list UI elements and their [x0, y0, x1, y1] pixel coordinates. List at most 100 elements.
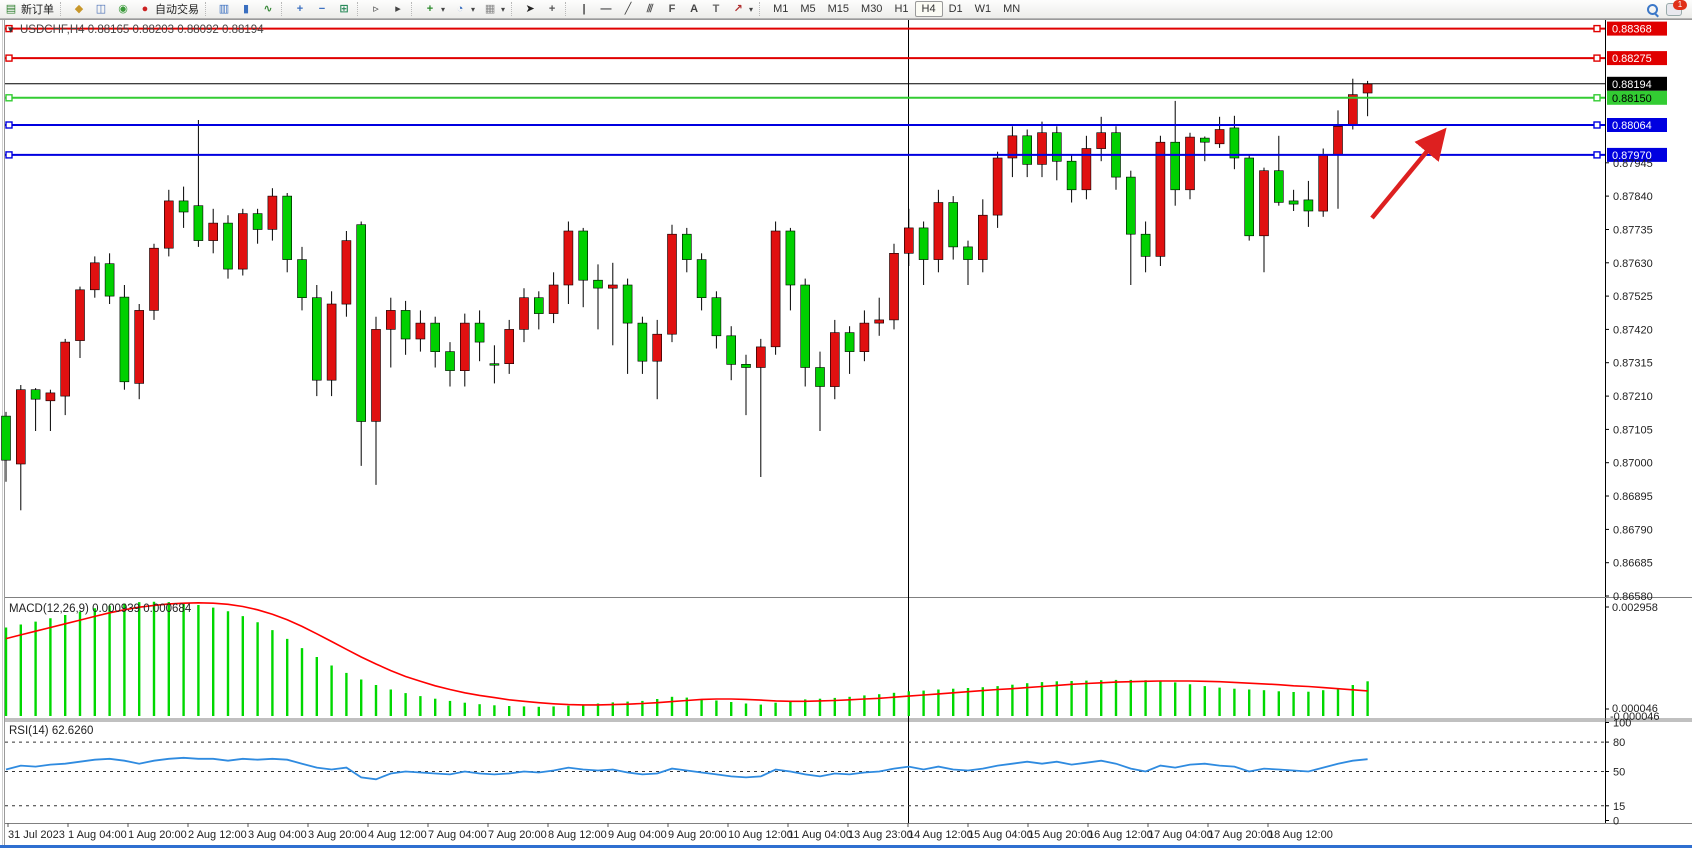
- svg-text:0.87735: 0.87735: [1613, 225, 1653, 237]
- timeframe-w1-button[interactable]: W1: [974, 3, 992, 15]
- timeframe-h4-button[interactable]: H4: [914, 1, 943, 17]
- svg-text:0.002958: 0.002958: [1612, 602, 1658, 614]
- timeframe-m30-button[interactable]: M30: [861, 3, 883, 15]
- bucket-icon: ◆: [74, 2, 84, 15]
- profile-button[interactable]: ◫: [90, 1, 112, 17]
- svg-text:1 Aug 04:00: 1 Aug 04:00: [68, 829, 127, 841]
- svg-text:0.87970: 0.87970: [1612, 150, 1652, 162]
- clock-icon: ◔: [456, 2, 464, 15]
- text-label-button[interactable]: T: [705, 1, 727, 17]
- svg-text:9 Aug 04:00: 9 Aug 04:00: [608, 829, 667, 841]
- svg-text:3 Aug 20:00: 3 Aug 20:00: [308, 829, 367, 841]
- crosshair-button[interactable]: +: [541, 1, 563, 17]
- toolbar-separator: [60, 2, 66, 16]
- labelT-icon: T: [712, 2, 720, 15]
- dropdown-caret-icon[interactable]: ▾: [441, 4, 446, 14]
- indicators-button[interactable]: + ▾: [419, 1, 449, 17]
- price-line-0.87970[interactable]: 0.87970: [5, 147, 1667, 162]
- fibonacci-button[interactable]: F: [661, 1, 683, 17]
- autodot-icon: ●: [141, 2, 149, 15]
- styler-button[interactable]: ◆: [68, 1, 90, 17]
- candle-icon: ▮: [242, 2, 250, 15]
- timeframe-d1-button[interactable]: D1: [948, 3, 963, 15]
- new-order-button-label: 新订单: [21, 4, 54, 16]
- line-chart-button[interactable]: ∿: [257, 1, 279, 17]
- svg-text:0: 0: [1613, 816, 1619, 828]
- svg-text:8 Aug 12:00: 8 Aug 12:00: [548, 829, 607, 841]
- trendline-button[interactable]: ╱: [617, 1, 639, 17]
- svg-text:0.88368: 0.88368: [1612, 24, 1652, 36]
- toolbar-separator: [357, 2, 363, 16]
- time-axis[interactable]: 31 Jul 2023 1 Aug 04:00 1 Aug 20:00 2 Aug 1…: [7, 823, 1333, 841]
- svg-text:80: 80: [1613, 737, 1625, 749]
- svg-text:0.87105: 0.87105: [1613, 424, 1653, 436]
- vline-icon: |: [582, 2, 586, 15]
- toolbar-separator: [411, 2, 417, 16]
- arrows-button[interactable]: ↗ ▾: [727, 1, 757, 17]
- svg-text:15: 15: [1613, 801, 1625, 813]
- rsi-label: RSI(14) 62.6260: [9, 725, 93, 737]
- dropdown-caret-icon[interactable]: ▾: [471, 4, 476, 14]
- svg-text:18 Aug 12:00: 18 Aug 12:00: [1268, 829, 1333, 841]
- signals-button[interactable]: ◉: [112, 1, 134, 17]
- newdoc-icon: ▤: [5, 2, 17, 15]
- search-icon[interactable]: [1647, 3, 1659, 17]
- timeframe-m5-button[interactable]: M5: [800, 3, 816, 15]
- zoom-out-button[interactable]: −: [311, 1, 333, 17]
- arrow-annotation[interactable]: [1370, 127, 1447, 220]
- zoom-in-button[interactable]: +: [289, 1, 311, 17]
- price-axis[interactable]: 0.87945 0.87840 0.87735 0.87630 0.87525 0.874…: [1605, 158, 1653, 603]
- scroll-to-end-button[interactable]: ▹: [365, 1, 387, 17]
- svg-text:7 Aug 20:00: 7 Aug 20:00: [488, 829, 547, 841]
- bar-chart-button[interactable]: ▥: [213, 1, 235, 17]
- toolbar-separator: [205, 2, 211, 16]
- chart-shift-button[interactable]: ▸: [387, 1, 409, 17]
- svg-text:3 Aug 04:00: 3 Aug 04:00: [248, 829, 307, 841]
- text-button[interactable]: A: [683, 1, 705, 17]
- cursor-button[interactable]: ➤: [519, 1, 541, 17]
- price-line-0.88275[interactable]: 0.88275: [5, 51, 1667, 66]
- tile-windows-button[interactable]: ⊞: [333, 1, 355, 17]
- svg-text:0.88194: 0.88194: [1612, 79, 1652, 91]
- svg-text:0.86685: 0.86685: [1613, 558, 1653, 570]
- price-line-0.88064[interactable]: 0.88064: [5, 118, 1667, 132]
- price-line-0.88368[interactable]: 0.88368: [5, 21, 1667, 36]
- svg-text:2 Aug 12:00: 2 Aug 12:00: [188, 829, 247, 841]
- dropdown-caret-icon[interactable]: ▾: [501, 4, 506, 14]
- svg-text:0.86580: 0.86580: [1613, 591, 1653, 603]
- svg-text:0.000046: 0.000046: [1612, 703, 1658, 715]
- svg-text:14 Aug 12:00: 14 Aug 12:00: [908, 829, 973, 841]
- autotrade-button[interactable]: ● 自动交易: [134, 1, 203, 17]
- price-line-0.88194[interactable]: 0.88194: [5, 76, 1667, 91]
- timeframe-m15-button[interactable]: M15: [827, 3, 850, 15]
- main-toolbar: ▤ 新订单 ◆ ◫ ◉ ● 自动交易 ▥ ▮ ∿ + − ⊞ ▹ ▸ + ▾ ◔ ▾ ▦ ▾ ➤ + | — ╱ ⫻ F A T ↗ ▾ M1 M…: [0, 0, 1692, 19]
- macd-panel: MACD(12,26,9) 0.000939 0.000684 0.002958 0…: [4, 601, 1660, 723]
- chat-icon[interactable]: 1: [1666, 0, 1687, 16]
- price-lines-layer[interactable]: 0.88368 0.88275 0.88194 0.88150 0.88064 0.879…: [5, 21, 1667, 162]
- timeframe-mn-button[interactable]: MN: [1003, 3, 1021, 15]
- svg-text:▾: ▾: [8, 24, 14, 36]
- chart-title: ▾ USDCHF,H4 0.88165 0.88203 0.88092 0.881…: [8, 24, 264, 36]
- svg-text:13 Aug 23:00: 13 Aug 23:00: [848, 829, 913, 841]
- dropdown-caret-icon[interactable]: ▾: [749, 4, 754, 14]
- shapes-icon: ↗: [733, 2, 743, 15]
- autotrade-button-label: 自动交易: [155, 4, 199, 16]
- periods-button[interactable]: ◔ ▾: [449, 1, 479, 17]
- equidistant-channel-button[interactable]: ⫻: [639, 1, 661, 17]
- textA-icon: A: [690, 2, 699, 15]
- rsi-panel: RSI(14) 62.6260 100 80 50 15 0: [5, 718, 1631, 828]
- timeframe-m1-button[interactable]: M1: [773, 3, 789, 15]
- svg-text:-0.000046: -0.000046: [1610, 711, 1660, 723]
- new-order-button[interactable]: ▤ 新订单: [0, 1, 58, 17]
- playr-icon: ▹: [373, 2, 379, 15]
- svg-text:0.87315: 0.87315: [1613, 358, 1653, 370]
- price-line-0.88150[interactable]: 0.88150: [5, 90, 1667, 105]
- templates-button[interactable]: ▦ ▾: [479, 1, 509, 17]
- horizontal-line-button[interactable]: —: [595, 1, 617, 17]
- svg-text:7 Aug 04:00: 7 Aug 04:00: [428, 829, 487, 841]
- vertical-line-button[interactable]: |: [573, 1, 595, 17]
- timeframe-h1-button[interactable]: H1: [894, 3, 909, 15]
- svg-text:0.86895: 0.86895: [1613, 491, 1653, 503]
- candle-chart-button[interactable]: ▮: [235, 1, 257, 17]
